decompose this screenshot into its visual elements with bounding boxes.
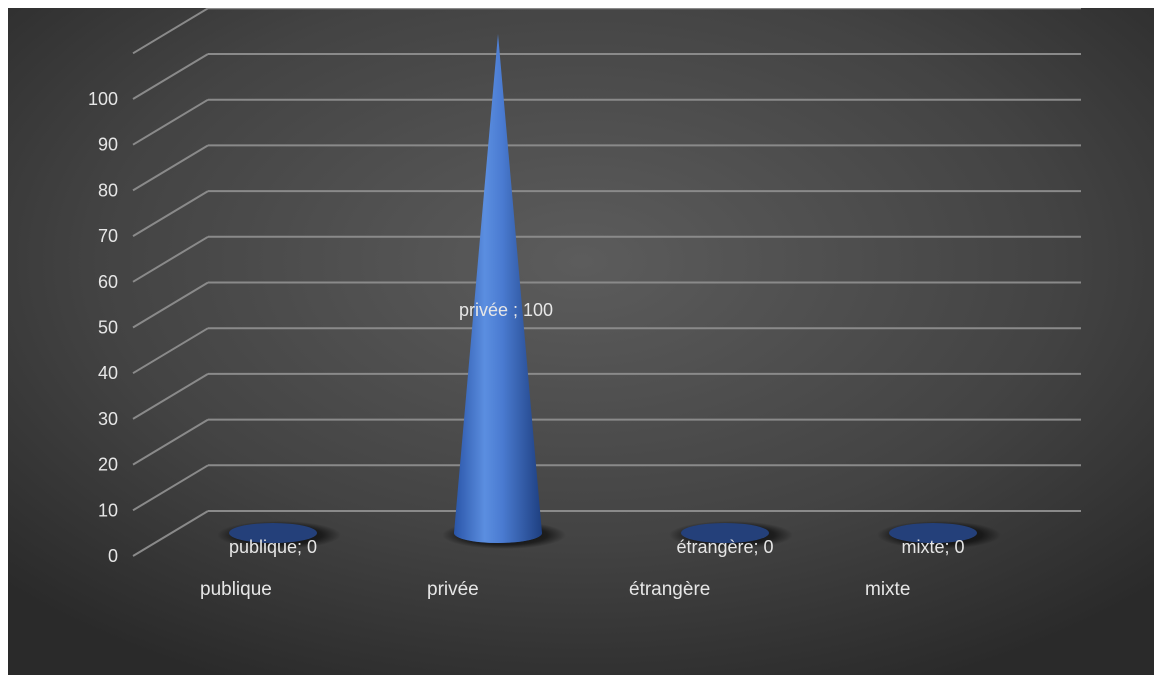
x-category-label: privée <box>427 579 479 600</box>
data-label: publique; 0 <box>229 537 317 557</box>
y-tick-label: 40 <box>98 363 118 383</box>
gridline-depth <box>132 235 209 283</box>
x-category-label: mixte <box>865 579 910 600</box>
gridline-depth <box>132 144 209 192</box>
y-tick-label: 80 <box>98 180 118 200</box>
gridline-depth <box>132 373 209 420</box>
gridline-depth <box>132 98 209 146</box>
cone-base <box>229 523 317 543</box>
x-axis-categories: publique privée étrangère mixte <box>200 579 910 600</box>
cone-chart: 0 10 20 30 40 50 60 70 80 90 100 publique; 0 privée… <box>8 8 1154 675</box>
y-tick-label: 50 <box>98 318 118 338</box>
gridline-depth <box>132 464 209 512</box>
y-tick-label: 20 <box>98 455 118 475</box>
y-tick-label: 60 <box>98 272 118 292</box>
x-category-label: étrangère <box>629 579 710 600</box>
gridline-depth <box>132 8 209 55</box>
y-tick-label: 0 <box>108 546 118 566</box>
y-tick-label: 90 <box>98 135 118 155</box>
gridline-depth <box>132 418 209 466</box>
cone-base <box>681 523 769 543</box>
x-category-label: publique <box>200 579 272 600</box>
cone <box>454 34 542 543</box>
y-axis-ticks: 0 10 20 30 40 50 60 70 80 90 100 <box>88 89 118 566</box>
y-tick-label: 100 <box>88 89 118 109</box>
gridline-depth <box>132 53 209 100</box>
data-labels: publique; 0 privée ; 100 étrangère; 0 mixte… <box>229 300 965 557</box>
data-label: mixte; 0 <box>901 537 964 557</box>
gridlines <box>132 8 1081 557</box>
data-label: étrangère; 0 <box>676 537 773 557</box>
chart-area: 0 10 20 30 40 50 60 70 80 90 100 publique; 0 privée… <box>8 8 1154 675</box>
y-tick-label: 10 <box>98 500 118 520</box>
chart-background <box>8 8 1154 675</box>
gridline-depth <box>132 327 209 375</box>
y-tick-label: 70 <box>98 226 118 246</box>
gridline-depth <box>132 281 209 329</box>
y-tick-label: 30 <box>98 409 118 429</box>
cone-base <box>889 523 977 543</box>
cones <box>229 34 977 543</box>
gridline-depth <box>132 510 209 557</box>
data-label: privée ; 100 <box>459 300 553 320</box>
gridline-depth <box>132 190 209 237</box>
